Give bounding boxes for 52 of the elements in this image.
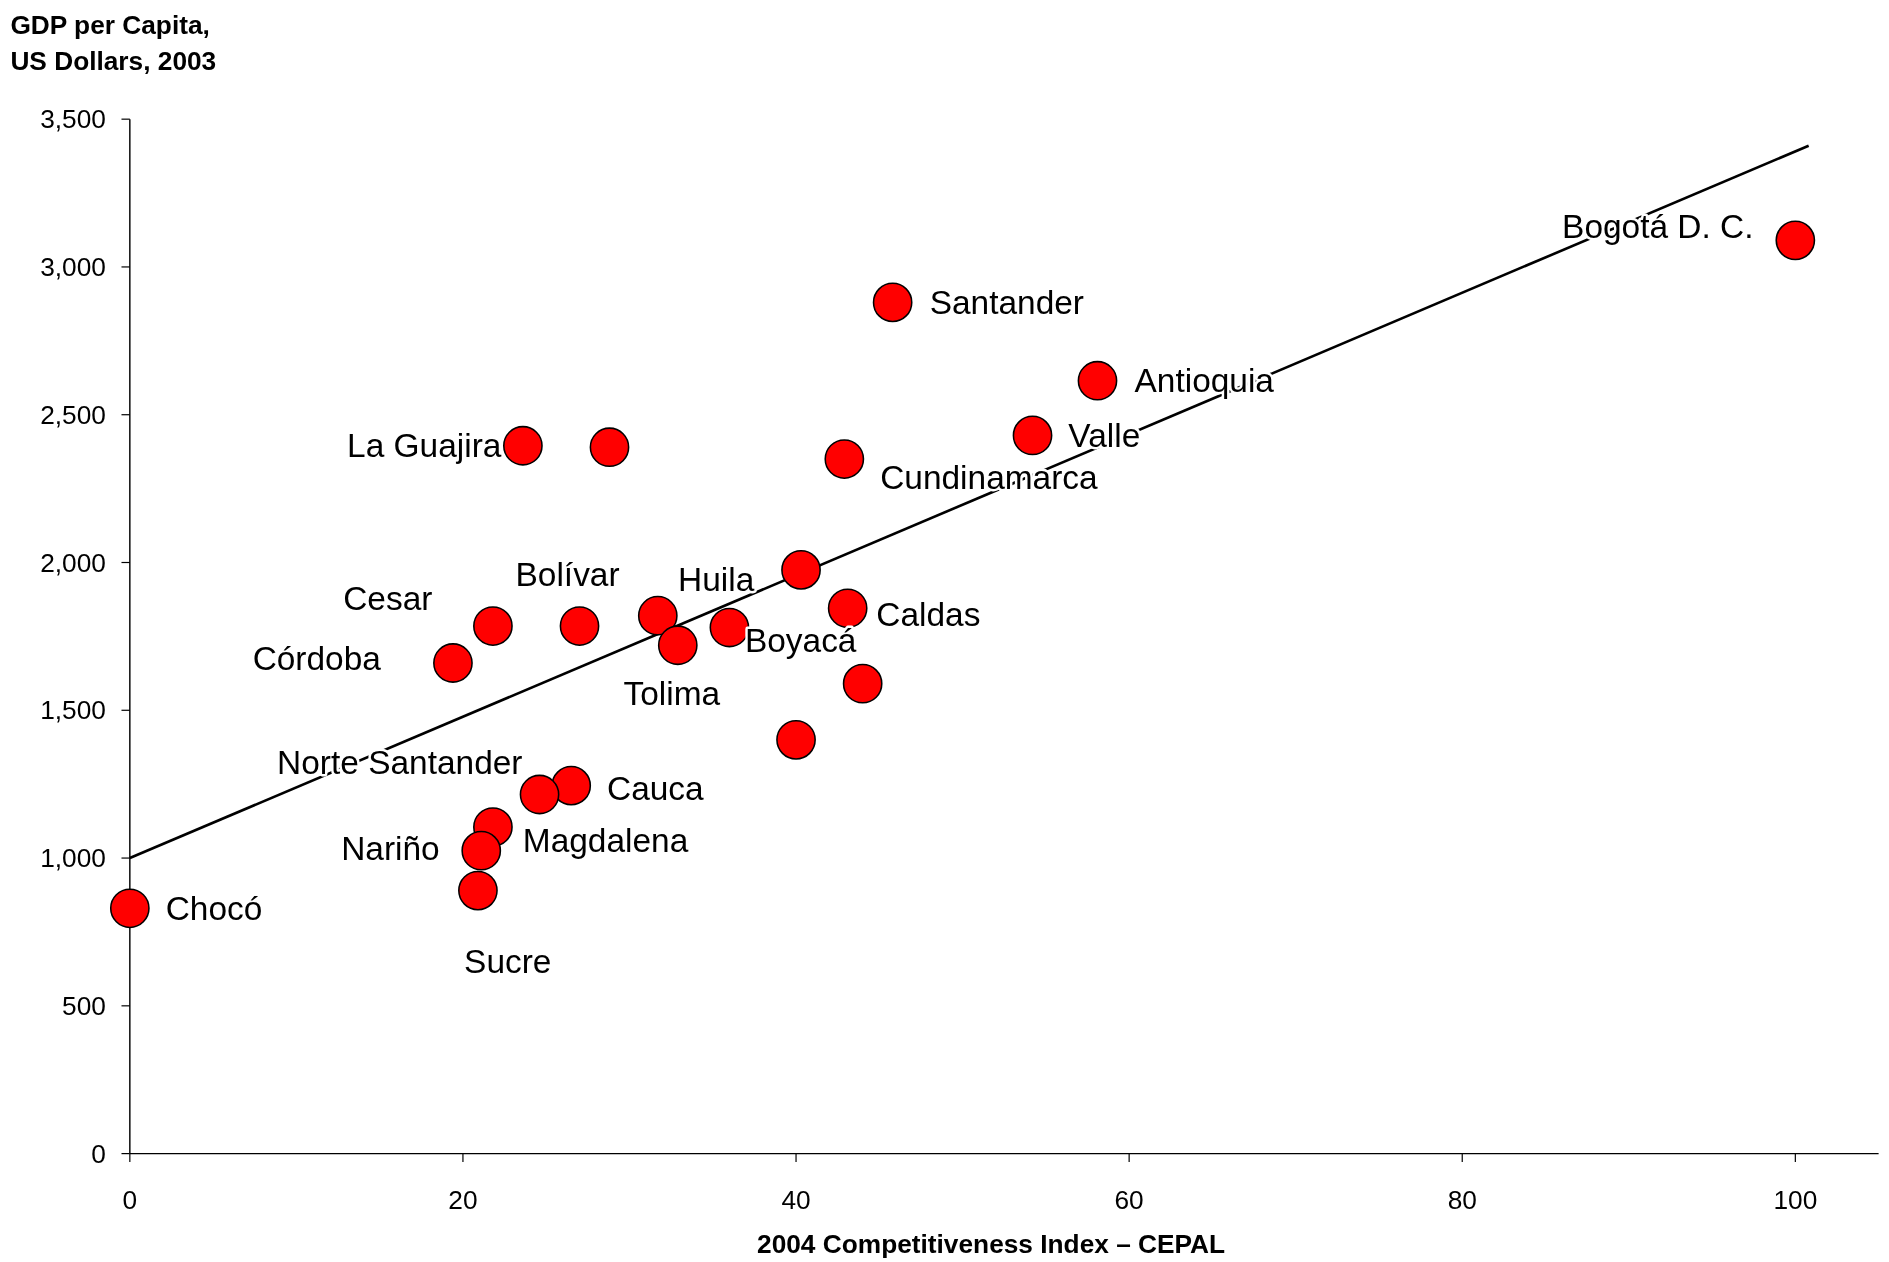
y-tick-label: 2,500 (40, 399, 106, 430)
y-tick-label: 1,000 (40, 843, 106, 874)
annotation: Córdoba (252, 639, 382, 677)
x-axis-title: 2004 Competitiveness Index – CEPAL (757, 1228, 1226, 1259)
point (433, 643, 473, 683)
x-tick-label: 60 (1114, 1184, 1144, 1215)
point (781, 550, 821, 590)
annotation: Huila (678, 561, 755, 599)
annotation: Cauca (607, 769, 705, 807)
annotation: Caldas (876, 595, 981, 633)
y-tick-label: 1,500 (40, 695, 106, 726)
annotation: Santander (929, 284, 1084, 322)
point (458, 870, 498, 911)
point (589, 427, 630, 468)
x-tick-label: 100 (1773, 1184, 1818, 1215)
point (551, 765, 592, 806)
x-tick-label: 20 (448, 1184, 478, 1215)
annotation: Sucre (464, 942, 552, 980)
annotation: La Guajira (347, 427, 502, 465)
annotation: Tolima (623, 674, 721, 712)
point (842, 663, 883, 704)
point (657, 625, 698, 666)
x-tick-label: 0 (122, 1184, 138, 1215)
y-tick-label: 0 (91, 1138, 106, 1169)
y-tick-label: 2,000 (40, 547, 106, 578)
y-axis-title: GDP per Capita, US Dollars, 2003 (10, 10, 217, 77)
point (872, 282, 913, 323)
point (824, 439, 865, 479)
x-tick-label: 40 (781, 1184, 811, 1215)
point (503, 425, 543, 466)
point (519, 774, 560, 815)
point (1077, 360, 1118, 401)
y-tick-label: 3,000 (40, 252, 106, 283)
point (1775, 220, 1816, 261)
point (559, 606, 600, 646)
annotation: Magdalena (522, 821, 689, 859)
annotation: Cesar (343, 580, 433, 618)
point (109, 888, 150, 929)
point (827, 588, 868, 629)
point (637, 595, 678, 636)
x-tick-label: 80 (1447, 1184, 1477, 1215)
annotation: Boyacá (744, 622, 857, 660)
annotation: Norte Santander (277, 743, 523, 781)
annotation: Nariño (341, 829, 440, 867)
point (776, 719, 816, 760)
point (473, 606, 513, 646)
annotation: Chocó (165, 890, 263, 928)
y-tick-label: 3,500 (40, 104, 106, 135)
point (1012, 415, 1053, 456)
annotation: Bolívar (515, 556, 620, 594)
y-tick-label: 500 (62, 991, 106, 1022)
point (461, 830, 502, 871)
